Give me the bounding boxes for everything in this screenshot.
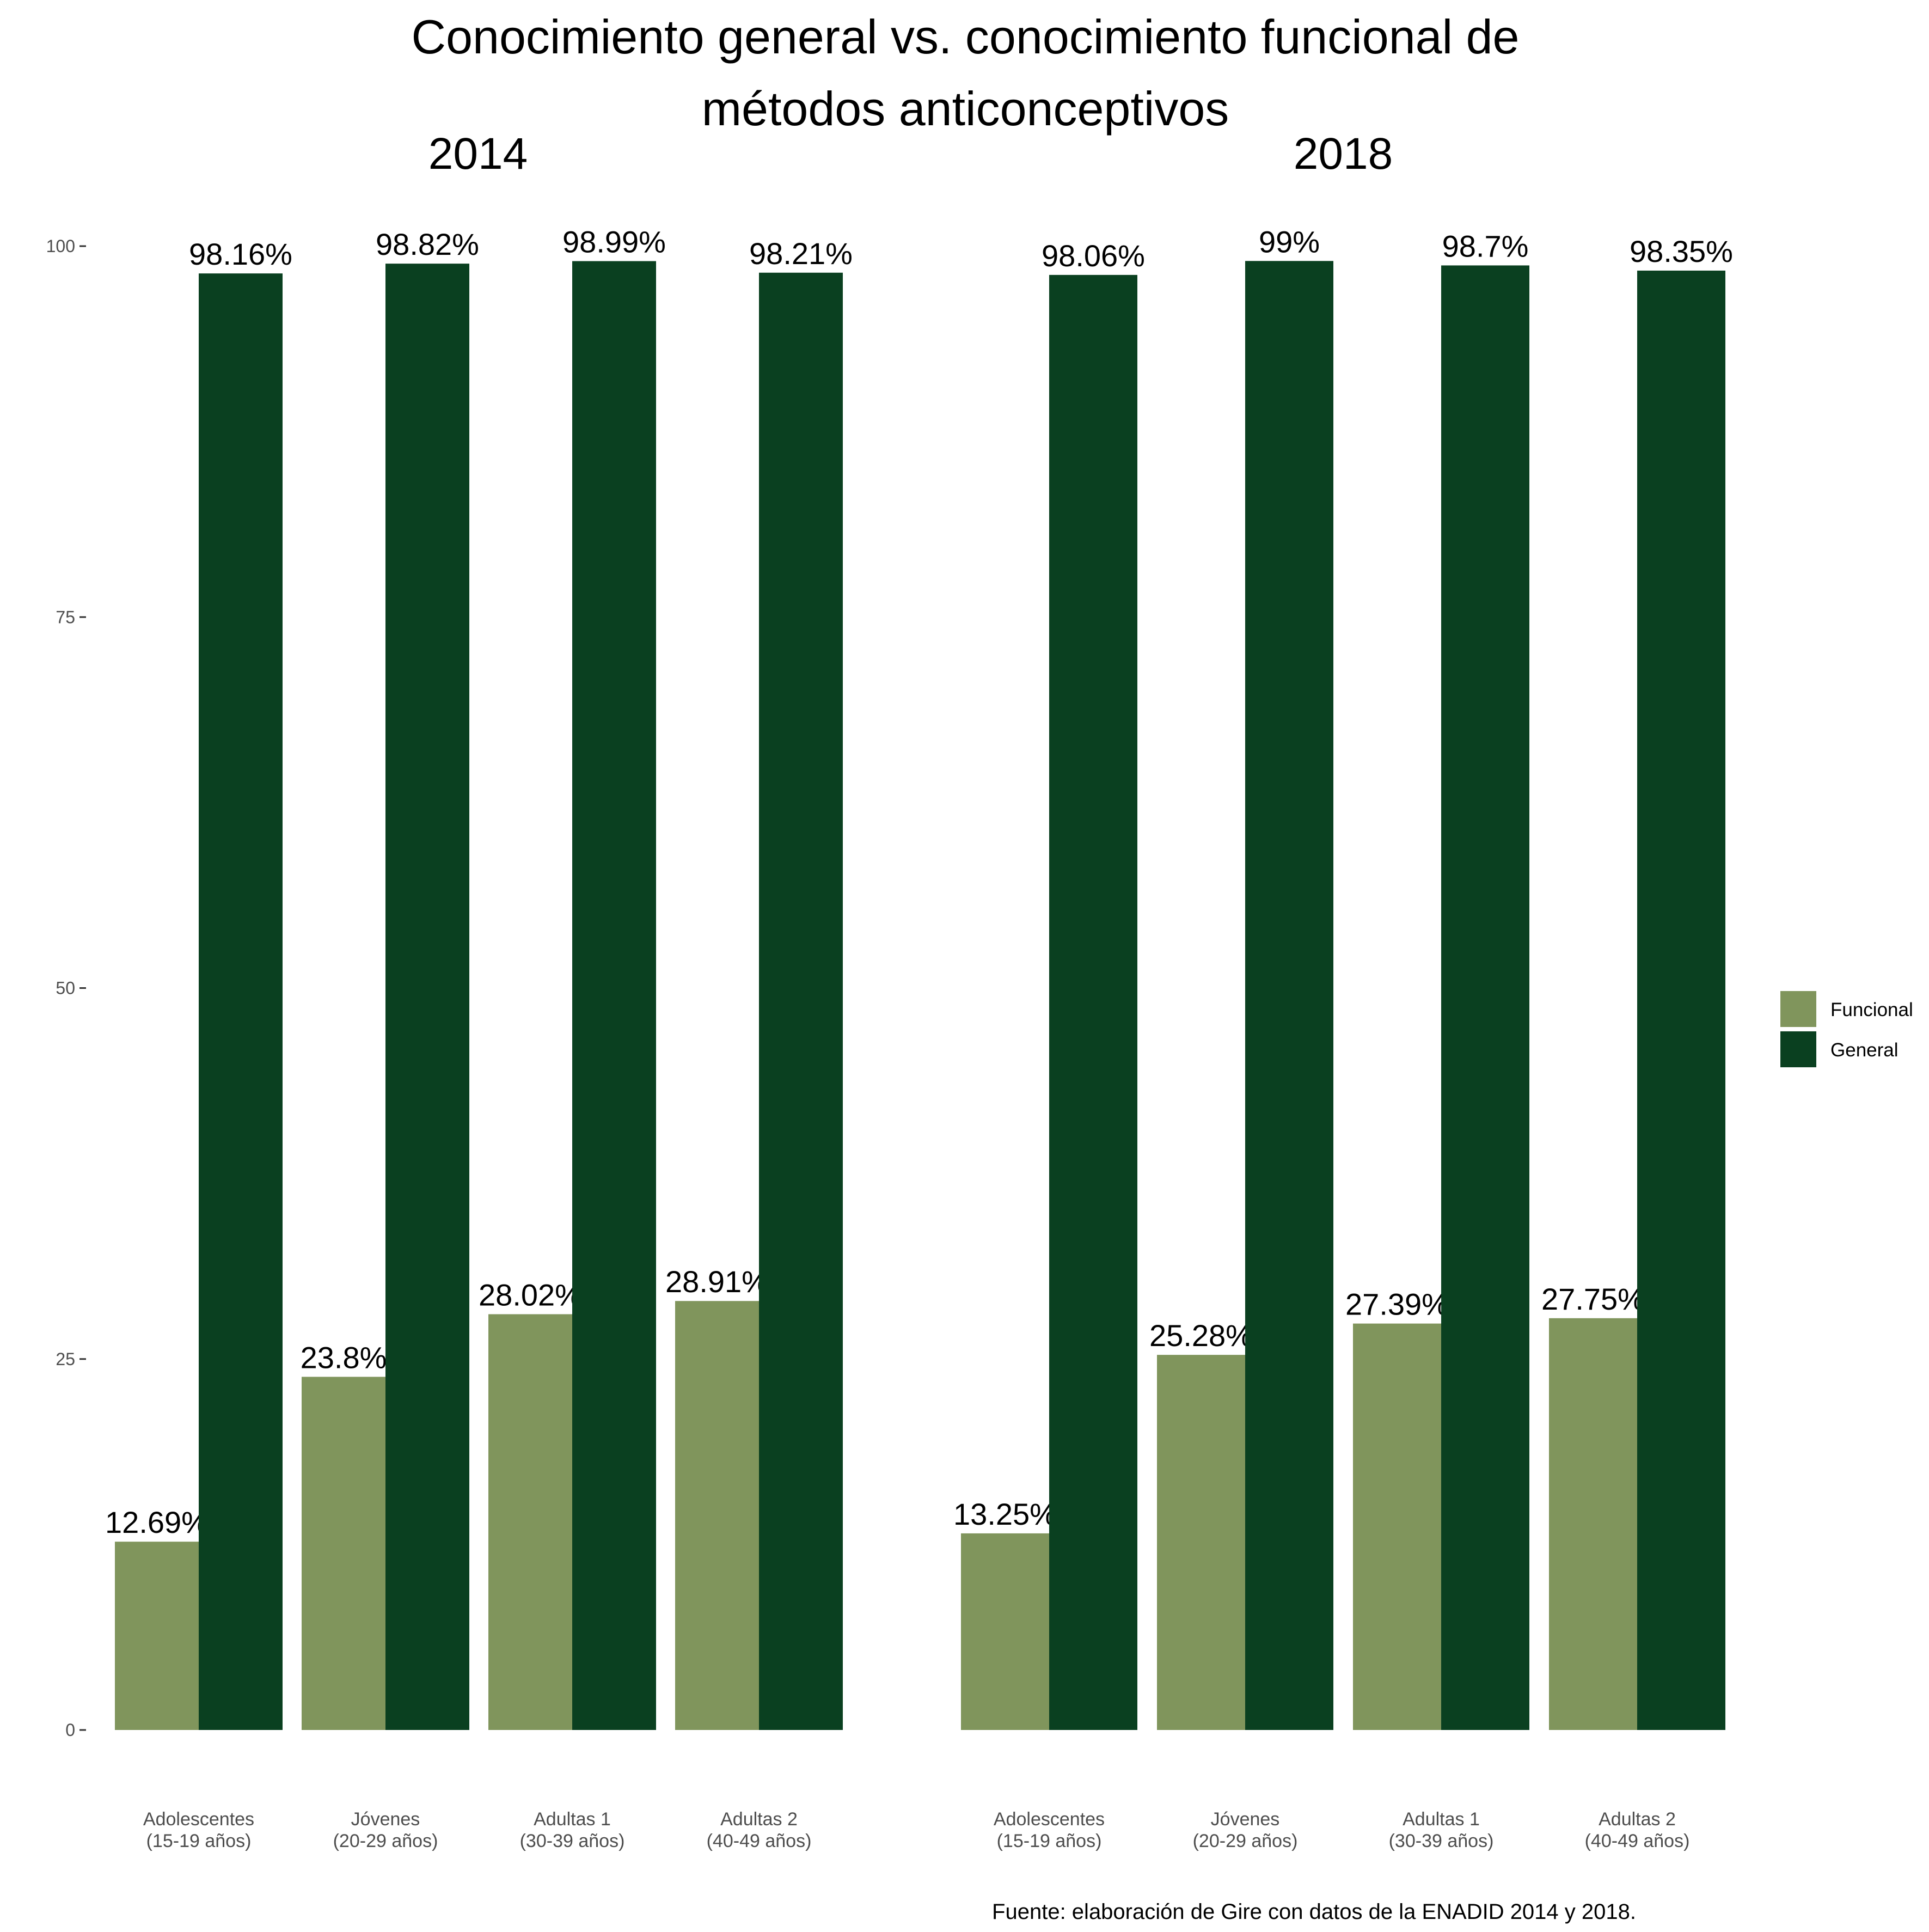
bar-funcional xyxy=(302,1377,385,1730)
bar-value-label: 28.91% xyxy=(665,1264,769,1299)
y-tick-label: 100 xyxy=(46,236,75,256)
chart-title-line-2: métodos anticonceptivos xyxy=(702,82,1229,136)
x-category-label: (15-19 años) xyxy=(997,1831,1102,1851)
x-category-label: (15-19 años) xyxy=(146,1831,252,1851)
x-category-label: Adolescentes xyxy=(143,1809,254,1830)
x-category-label: Adolescentes xyxy=(994,1809,1105,1830)
bar-funcional xyxy=(1353,1323,1441,1730)
panel-title: 2014 xyxy=(428,129,528,179)
chart-title-line-1: Conocimiento general vs. conocimiento fu… xyxy=(412,10,1520,64)
y-tick-label: 0 xyxy=(65,1720,75,1740)
bar-funcional xyxy=(488,1314,572,1730)
bar-value-label: 28.02% xyxy=(479,1277,582,1312)
bar-value-label: 98.35% xyxy=(1630,234,1733,268)
x-category-label: Adultas 2 xyxy=(1599,1809,1676,1830)
bar-funcional xyxy=(675,1301,759,1730)
legend-key-general xyxy=(1780,1031,1816,1067)
bar-general xyxy=(572,261,656,1731)
bar-value-label: 98.16% xyxy=(189,237,292,271)
bar-value-label: 25.28% xyxy=(1149,1318,1253,1353)
bar-general xyxy=(1637,270,1725,1731)
x-category-label: Adultas 1 xyxy=(534,1809,611,1830)
bar-value-label: 98.82% xyxy=(376,227,479,261)
x-category-label: Jóvenes xyxy=(351,1809,420,1830)
bar-value-label: 98.06% xyxy=(1042,239,1145,273)
bar-funcional xyxy=(1157,1355,1245,1730)
x-category-label: Adultas 2 xyxy=(720,1809,798,1830)
bar-value-label: 98.21% xyxy=(749,236,853,271)
bar-value-label: 27.39% xyxy=(1345,1287,1449,1322)
bar-general xyxy=(385,264,469,1730)
x-category-label: (40-49 años) xyxy=(1585,1831,1690,1851)
bar-funcional xyxy=(1549,1318,1637,1730)
chart-caption: Fuente: elaboración de Gire con datos de… xyxy=(992,1900,1636,1924)
legend-label-general: General xyxy=(1830,1040,1899,1061)
bar-funcional xyxy=(115,1542,199,1730)
x-category-label: Adultas 1 xyxy=(1403,1809,1480,1830)
bar-value-label: 27.75% xyxy=(1541,1282,1645,1316)
panel-title: 2018 xyxy=(1294,129,1393,179)
legend-key-funcional xyxy=(1780,991,1816,1027)
x-category-label: (40-49 años) xyxy=(707,1831,812,1851)
bar-general xyxy=(1049,274,1137,1730)
bar-general xyxy=(1245,261,1333,1730)
bar-value-label: 98.7% xyxy=(1442,229,1529,263)
bar-general xyxy=(759,272,843,1730)
x-category-label: Jóvenes xyxy=(1211,1809,1280,1830)
y-tick-label: 25 xyxy=(56,1349,75,1369)
bar-value-label: 13.25% xyxy=(953,1497,1057,1531)
y-tick-label: 75 xyxy=(56,607,75,627)
y-tick-label: 50 xyxy=(56,979,75,998)
bar-general xyxy=(1441,265,1529,1730)
bar-funcional xyxy=(961,1533,1049,1730)
x-category-label: (30-39 años) xyxy=(520,1831,625,1851)
bar-value-label: 23.8% xyxy=(301,1340,387,1374)
legend-label-funcional: Funcional xyxy=(1830,999,1913,1020)
bar-value-label: 99% xyxy=(1259,224,1320,259)
x-category-label: (20-29 años) xyxy=(1193,1831,1298,1851)
x-category-label: (20-29 años) xyxy=(333,1831,438,1851)
x-category-label: (30-39 años) xyxy=(1389,1831,1494,1851)
bar-value-label: 12.69% xyxy=(105,1505,209,1539)
bar-general xyxy=(199,273,283,1730)
bar-value-label: 98.99% xyxy=(562,225,666,259)
